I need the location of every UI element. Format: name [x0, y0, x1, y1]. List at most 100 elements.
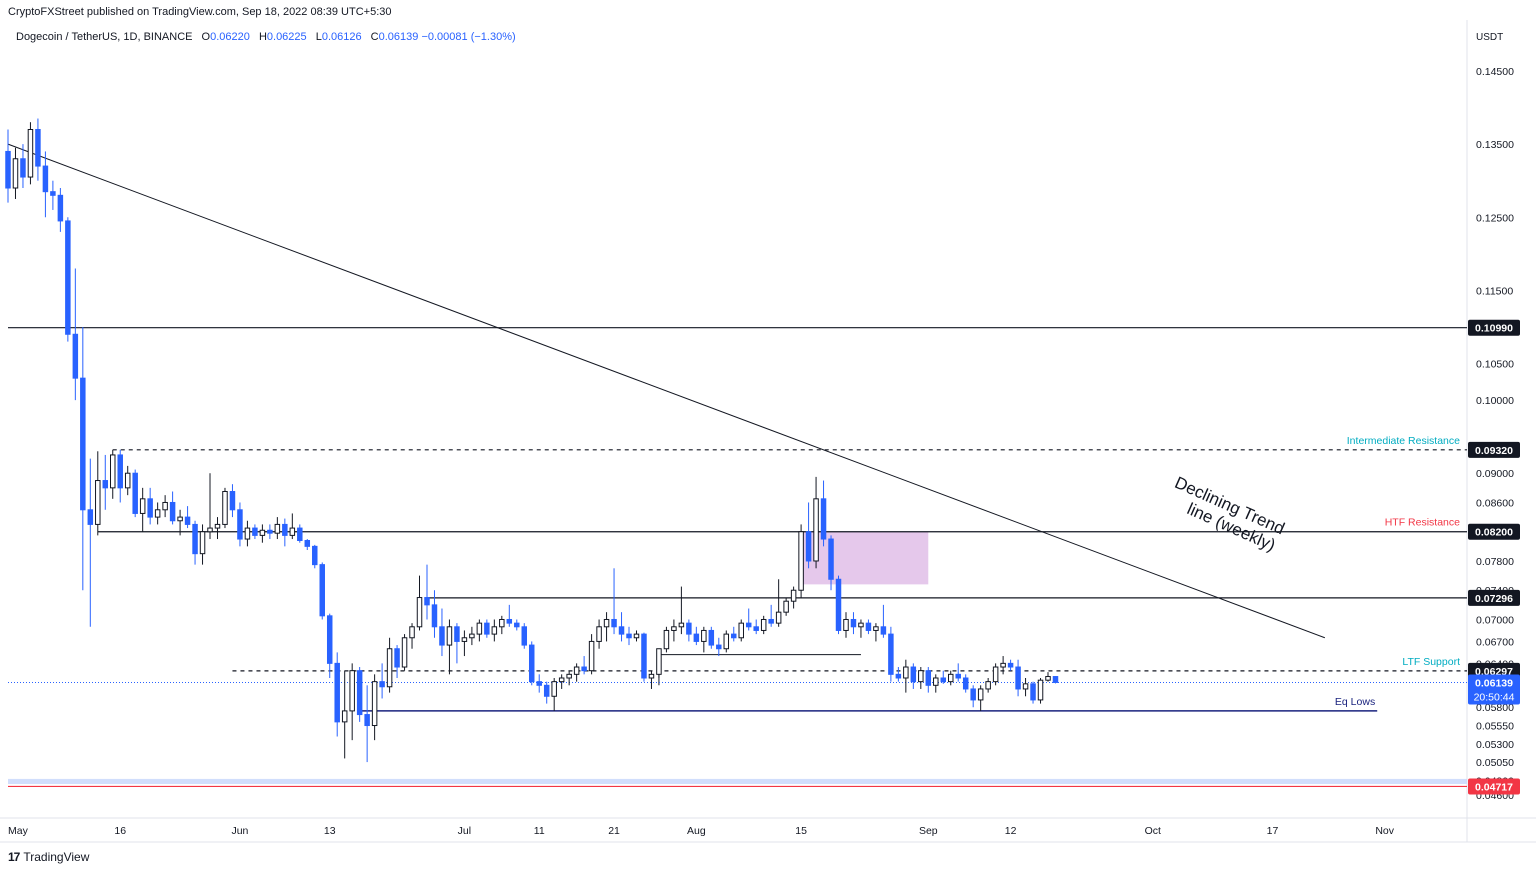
- open-label: O: [201, 31, 211, 43]
- candle: [566, 670, 572, 686]
- candle: [102, 454, 109, 510]
- candle: [588, 634, 595, 675]
- candle-body: [588, 640, 595, 672]
- candle: [184, 506, 191, 529]
- candle: [805, 502, 812, 569]
- candle: [364, 685, 370, 763]
- candle: [656, 648, 662, 678]
- candle-body: [65, 220, 71, 335]
- candle-body: [910, 666, 917, 683]
- candle-body: [805, 531, 812, 562]
- x-tick-label: Oct: [1145, 825, 1161, 837]
- candle-body: [731, 633, 737, 639]
- candle-body: [1007, 662, 1014, 668]
- x-tick-label: Aug: [687, 825, 706, 837]
- y-tick-label: 0.07800: [1476, 556, 1514, 568]
- level-badge: [1468, 523, 1520, 540]
- candle-body: [558, 677, 565, 683]
- x-tick-label: Sep: [919, 825, 938, 837]
- candle: [521, 623, 528, 649]
- candle-body: [775, 611, 782, 624]
- candle-body: [656, 648, 662, 675]
- candle-body: [184, 516, 191, 525]
- candle-body: [1052, 676, 1059, 683]
- candle: [244, 520, 251, 547]
- candle: [499, 615, 505, 635]
- candle: [933, 674, 939, 693]
- candle-body: [319, 564, 325, 617]
- candle: [618, 612, 625, 642]
- candle-body: [439, 626, 445, 646]
- level-badge-text: 0.07296: [1475, 593, 1513, 605]
- candle-body: [648, 673, 655, 679]
- candle: [641, 632, 647, 682]
- candle-body: [229, 491, 236, 511]
- open-value: 0.06220: [210, 31, 250, 43]
- candle-body: [528, 644, 535, 683]
- candle: [903, 659, 909, 693]
- candle-body: [828, 538, 834, 580]
- level-badge-text: 0.04717: [1475, 781, 1513, 793]
- candle-body: [888, 633, 894, 675]
- candle: [820, 480, 827, 547]
- candle: [985, 677, 991, 693]
- candle-body: [738, 622, 744, 639]
- candle: [386, 637, 393, 693]
- candle: [214, 517, 221, 540]
- candle-body: [334, 662, 340, 723]
- x-tick-label: 16: [114, 825, 126, 837]
- candle-body: [1000, 662, 1006, 668]
- low-value: 0.06126: [321, 31, 362, 43]
- candle: [72, 268, 79, 401]
- candle-body: [641, 633, 647, 679]
- candle-body: [431, 604, 438, 628]
- candle: [207, 473, 213, 540]
- candle-body: [970, 688, 976, 701]
- candle-body: [543, 684, 550, 697]
- candle: [222, 487, 228, 529]
- candle: [484, 619, 490, 638]
- candle: [947, 670, 954, 686]
- level-badge-text: 0.08200: [1475, 527, 1513, 539]
- y-tick-label: 0.10500: [1476, 359, 1514, 371]
- candle: [693, 626, 700, 646]
- candle: [536, 674, 542, 693]
- candle-body: [304, 540, 311, 547]
- change-value: −0.00081 (−1.30%): [421, 31, 516, 43]
- candle-body: [962, 677, 969, 690]
- candle-body: [566, 673, 572, 679]
- candle-body: [237, 509, 243, 540]
- candle: [701, 626, 707, 653]
- level-badge-text: 0.10990: [1475, 323, 1513, 335]
- candle: [439, 608, 445, 657]
- x-tick-label: Nov: [1375, 825, 1394, 837]
- candle-body: [663, 629, 670, 650]
- candle-body: [80, 377, 86, 511]
- y-tick-label: 0.10000: [1476, 395, 1514, 407]
- current-price-badge-text: 0.06139: [1475, 677, 1513, 689]
- candle: [259, 524, 266, 543]
- candle: [1007, 659, 1014, 671]
- level-label: LTF Support: [1402, 656, 1460, 668]
- candle: [663, 626, 670, 653]
- candle-body: [880, 626, 887, 635]
- candle: [970, 685, 976, 708]
- candle-body: [244, 527, 251, 540]
- footer-brand[interactable]: 17 TradingView: [8, 850, 89, 864]
- level-badge: [1468, 778, 1520, 795]
- candle-body: [454, 626, 460, 642]
- candle: [1030, 681, 1036, 704]
- candle: [910, 663, 917, 689]
- candle-body: [521, 626, 528, 646]
- candle: [708, 626, 715, 649]
- candle: [20, 144, 26, 189]
- candle-body: [169, 501, 176, 522]
- candle: [35, 118, 41, 181]
- candle: [147, 487, 153, 525]
- symbol-name[interactable]: Dogecoin / TetherUS, 1D, BINANCE: [16, 31, 193, 43]
- candle: [169, 491, 176, 525]
- candle-body: [20, 158, 26, 178]
- candle: [745, 608, 752, 631]
- candle-body: [633, 633, 640, 639]
